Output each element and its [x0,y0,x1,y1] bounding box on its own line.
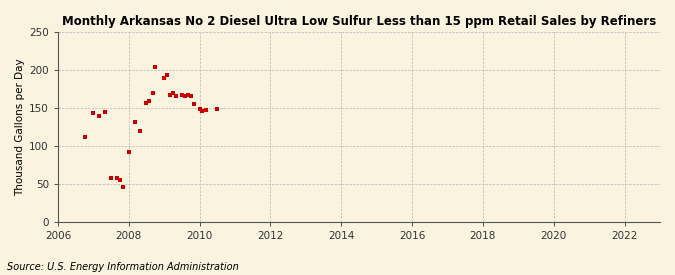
Point [161,73,172,78]
Point [165,93,176,97]
Point [176,93,187,97]
Point [144,99,155,103]
Point [186,94,196,99]
Title: Monthly Arkansas No 2 Diesel Ultra Low Sulfur Less than 15 ppm Retail Sales by R: Monthly Arkansas No 2 Diesel Ultra Low S… [62,15,656,28]
Text: Source: U.S. Energy Information Administration: Source: U.S. Energy Information Administ… [7,262,238,272]
Y-axis label: Thousand Gallons per Day: Thousand Gallons per Day [15,58,25,196]
Point [212,107,223,112]
Point [88,111,99,116]
Point [197,109,208,113]
Point [141,100,152,105]
Point [94,114,105,119]
Point [124,150,134,154]
Point [200,108,211,112]
Point [135,128,146,133]
Point [150,65,161,69]
Point [79,135,90,140]
Point [188,102,199,106]
Point [111,176,122,181]
Point [130,120,140,125]
Point [106,176,117,181]
Point [167,90,178,95]
Point [182,93,193,97]
Point [194,107,205,112]
Point [100,109,111,114]
Point [171,94,182,99]
Point [180,94,190,99]
Point [147,90,158,95]
Point [117,185,128,189]
Point [115,178,126,182]
Point [159,76,169,81]
